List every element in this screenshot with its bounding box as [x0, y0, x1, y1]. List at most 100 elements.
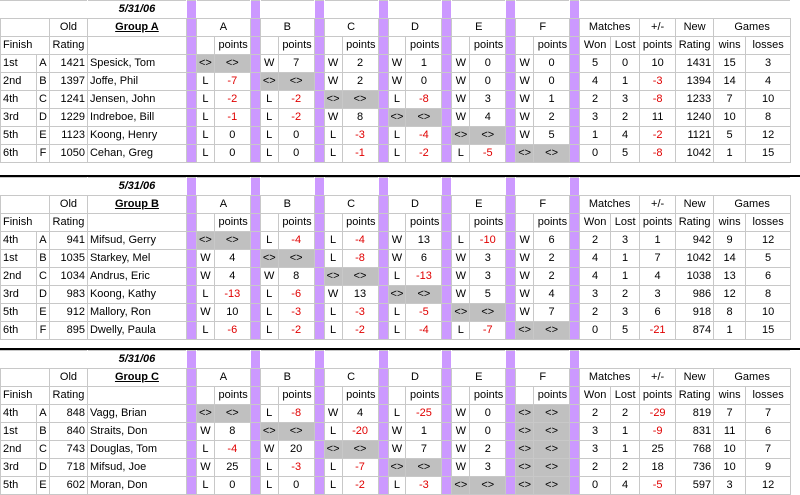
points-cell: -6	[277, 285, 315, 304]
points-cell: -3	[277, 303, 315, 322]
cell	[86, 386, 187, 405]
cell	[259, 36, 279, 55]
table-row: 1st B 840 Straits, Don W 8 <> <> L -20 W 1 W 0 <> <> 3 1-…	[0, 422, 792, 441]
header-col: D	[387, 368, 443, 387]
player-name: Indreboe, Bill	[86, 108, 187, 127]
cell	[185, 0, 197, 19]
new-rating: 1121	[675, 126, 715, 145]
header-points: points	[533, 213, 571, 232]
header-points: points	[277, 213, 315, 232]
header-plusminus: +/-	[639, 368, 677, 387]
points-cell: -2	[277, 90, 315, 109]
cell	[505, 458, 517, 477]
matches-won: 2	[579, 303, 612, 322]
cell	[441, 368, 453, 387]
cell	[387, 36, 407, 55]
matches-lost: 2	[610, 458, 641, 477]
player-letter: E	[36, 303, 50, 322]
player-name: Andrus, Eric	[86, 267, 187, 286]
points-cell: 2	[469, 440, 507, 459]
result-cell: W	[515, 303, 535, 322]
result-cell: L	[259, 458, 279, 477]
header-points: points	[341, 213, 379, 232]
table-row: 1st B 1035 Starkey, Mel W 4 <> <> L -8 W 6 W 3 W 2 4 1 7 10…	[0, 249, 792, 268]
points-cell: -20	[341, 422, 379, 441]
header-finish: Finish	[0, 386, 50, 405]
new-rating: 942	[675, 231, 715, 250]
header-points: points	[405, 213, 443, 232]
plus-minus: 25	[639, 440, 677, 459]
cell	[377, 249, 389, 268]
cell	[377, 144, 389, 163]
cell	[569, 321, 581, 340]
cell	[569, 213, 581, 232]
finish-place: 1st	[0, 422, 37, 441]
cell	[451, 0, 507, 19]
header-wins: wins	[713, 386, 747, 405]
result-cell: W	[515, 90, 535, 109]
header-won: Won	[579, 213, 612, 232]
cell	[313, 90, 325, 109]
cell	[505, 213, 517, 232]
result-cell: L	[387, 303, 407, 322]
cell	[313, 231, 325, 250]
cell	[249, 126, 261, 145]
cell	[377, 404, 389, 423]
points-cell: 7	[405, 440, 443, 459]
games-wins: 12	[713, 285, 747, 304]
cell	[323, 213, 343, 232]
finish-place: 1st	[0, 249, 37, 268]
cell	[515, 36, 535, 55]
result-cell: W	[387, 249, 407, 268]
result-cell: L	[259, 144, 279, 163]
result-cell: <>	[259, 72, 279, 91]
points-cell: 2	[341, 72, 379, 91]
player-letter: D	[36, 458, 50, 477]
header-points: points	[341, 36, 379, 55]
cell	[505, 231, 517, 250]
cell	[377, 350, 389, 369]
header-col: A	[195, 368, 251, 387]
result-cell: W	[515, 285, 535, 304]
cell	[505, 195, 517, 214]
points-cell: -1	[213, 108, 251, 127]
points-cell: 4	[469, 108, 507, 127]
cell	[515, 177, 571, 196]
points-cell: <>	[277, 422, 315, 441]
points-cell: -8	[341, 249, 379, 268]
cell	[569, 303, 581, 322]
cell	[377, 36, 389, 55]
points-cell: 2	[341, 54, 379, 73]
points-cell: 6	[533, 231, 571, 250]
cell	[569, 422, 581, 441]
result-cell: W	[387, 54, 407, 73]
cell	[185, 404, 197, 423]
games-losses: 6	[745, 267, 792, 286]
cell	[0, 177, 88, 196]
old-rating: 718	[48, 458, 88, 477]
result-cell: L	[323, 144, 343, 163]
result-cell: W	[259, 267, 279, 286]
header-new: New	[675, 368, 715, 387]
header-points: points	[277, 386, 315, 405]
cell	[451, 386, 471, 405]
cell	[569, 90, 581, 109]
cell	[195, 0, 251, 19]
result-cell: L	[451, 144, 471, 163]
points-cell: <>	[533, 404, 571, 423]
points-cell: 0	[469, 404, 507, 423]
cell	[249, 144, 261, 163]
result-cell: <>	[387, 285, 407, 304]
matches-lost: 1	[610, 267, 641, 286]
result-cell: <>	[323, 440, 343, 459]
cell	[505, 285, 517, 304]
matches-won: 0	[579, 321, 612, 340]
cell	[195, 213, 215, 232]
new-rating: 1042	[675, 249, 715, 268]
player-name: Koong, Henry	[86, 126, 187, 145]
cell	[505, 54, 517, 73]
cell	[441, 36, 453, 55]
cell	[579, 177, 792, 196]
result-cell: W	[195, 267, 215, 286]
matches-lost: 1	[610, 440, 641, 459]
